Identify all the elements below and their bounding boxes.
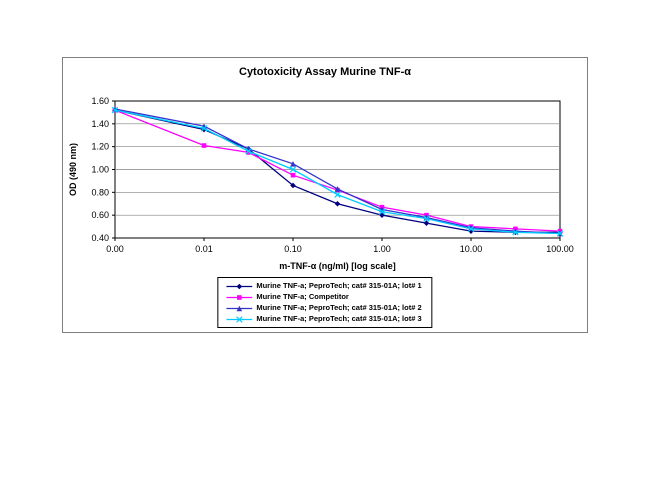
legend-marker-triangle <box>226 305 253 311</box>
x-tick-label: 1.00 <box>373 244 391 254</box>
legend-item-label: Murine TNF-a; PeproTech; cat# 315-01A; l… <box>256 281 422 290</box>
x-axis-title: m-TNF-α (ng/ml) [log scale] <box>279 261 396 271</box>
marker-x <box>200 125 208 132</box>
marker-diamond <box>379 212 385 218</box>
marker-square <box>201 143 207 148</box>
marker-square <box>246 150 251 155</box>
x-tick-label: 0.00 <box>106 244 124 254</box>
y-tick-label: 1.20 <box>91 142 109 152</box>
marker-x <box>378 208 386 215</box>
x-tick-label: 100.00 <box>546 244 574 254</box>
marker-x <box>111 106 119 114</box>
marker-triangle <box>334 186 341 192</box>
y-tick-label: 1.60 <box>91 96 109 106</box>
marker-x <box>423 215 430 222</box>
legend: Murine TNF-a; PeproTech; cat# 315-01A; l… <box>217 277 433 328</box>
legend-item-label: Murine TNF-a; PeproTech; cat# 315-01A; l… <box>256 314 422 323</box>
chart-title: Cytotoxicity Assay Murine TNF-α <box>239 66 411 78</box>
y-tick-label: 1.40 <box>91 119 109 129</box>
series-line <box>114 108 561 235</box>
x-tick-label: 0.01 <box>195 244 213 254</box>
marker-x <box>512 229 519 236</box>
legend-item: Murine TNF-a; PeproTech; cat# 315-01A; l… <box>226 314 422 324</box>
legend-item-label: Murine TNF-a; Competitor <box>256 292 349 301</box>
marker-diamond <box>290 182 296 189</box>
marker-triangle <box>290 160 296 167</box>
x-tick-label: 10.00 <box>460 244 483 254</box>
y-axis-title: OD (490 nm) <box>68 143 78 196</box>
legend-item-label: Murine TNF-a; PeproTech; cat# 315-01A; l… <box>256 303 422 312</box>
chart-frame: Cytotoxicity Assay Murine TNF-α 0.40 0.60… <box>62 57 588 333</box>
marker-diamond <box>423 220 430 226</box>
plot-area: 0.40 0.60 0.80 1.00 1.20 1.40 1.60 0.00 0.01 0.10… <box>68 96 574 271</box>
legend-marker-square <box>226 294 253 300</box>
legend-item: Murine TNF-a; PeproTech; cat# 315-01A; l… <box>226 281 422 291</box>
marker-x <box>289 166 297 173</box>
legend-marker-diamond <box>226 283 253 289</box>
marker-x <box>556 230 564 237</box>
x-tick-label: 0.10 <box>284 244 302 254</box>
marker-x <box>334 191 341 198</box>
y-tick-label: 0.40 <box>91 233 109 243</box>
marker-diamond <box>334 200 341 207</box>
legend-marker-x <box>226 315 253 323</box>
series-line <box>114 109 561 235</box>
legend-item: Murine TNF-a; PeproTech; cat# 315-01A; l… <box>226 303 422 313</box>
y-tick-label: 0.60 <box>91 210 109 220</box>
marker-x <box>467 225 475 233</box>
y-tick-label: 1.00 <box>91 165 109 175</box>
marker-x <box>245 148 252 155</box>
marker-square <box>290 172 296 178</box>
y-tick-label: 0.80 <box>91 187 109 197</box>
legend-item: Murine TNF-a; Competitor <box>226 292 421 302</box>
